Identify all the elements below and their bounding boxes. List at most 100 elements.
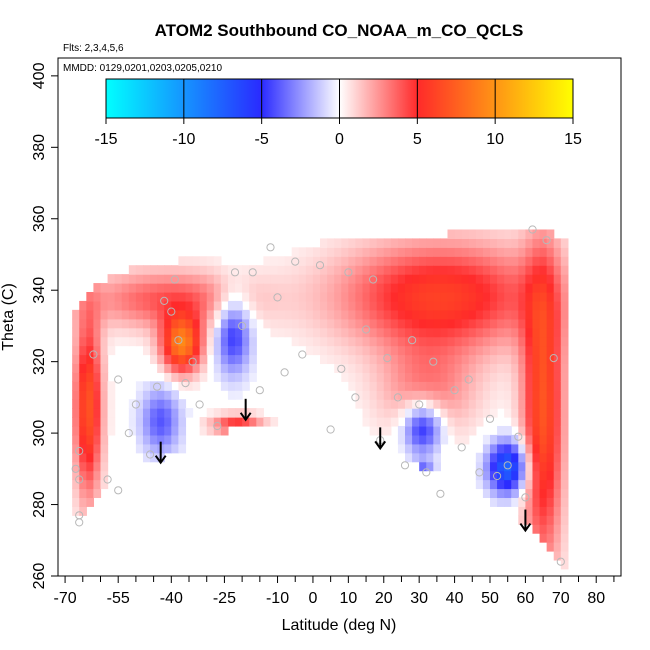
heatmap-cell	[213, 291, 222, 302]
heatmap-cell	[369, 300, 378, 311]
heatmap-cell	[461, 291, 470, 302]
heatmap-cell	[426, 345, 434, 356]
heatmap-cell	[348, 256, 357, 266]
heatmap-cell	[426, 372, 434, 382]
heatmap-cell	[362, 345, 371, 356]
heatmap-cell	[312, 336, 321, 347]
heatmap-cell	[355, 265, 364, 275]
heatmap-cell	[312, 274, 321, 284]
heatmap-cell	[178, 274, 187, 284]
heatmap-cell	[128, 327, 137, 338]
sample-point	[315, 261, 325, 270]
heatmap-cell	[185, 300, 194, 311]
heatmap-cell	[525, 452, 534, 463]
heatmap-cell	[447, 318, 456, 329]
heatmap-cell	[539, 256, 548, 266]
heatmap-cell	[539, 488, 548, 499]
heatmap-cell	[312, 283, 321, 293]
heatmap-cell	[79, 417, 87, 427]
heatmap-cell	[405, 425, 413, 436]
heatmap-cell	[546, 497, 555, 507]
chart-title: ATOM2 Southbound CO_NOAA_m_CO_QCLS	[155, 21, 524, 40]
heatmap-cell	[150, 390, 158, 400]
heatmap-cell	[511, 470, 519, 481]
heatmap-cell	[79, 425, 87, 436]
heatmap-cell	[256, 300, 264, 311]
heatmap-cell	[504, 363, 512, 373]
sample-point	[528, 225, 537, 234]
heatmap-cell	[553, 265, 562, 275]
heatmap-cell	[419, 417, 427, 427]
heatmap-cell	[79, 399, 87, 409]
heatmap-cell	[150, 327, 158, 338]
heatmap-cell	[334, 291, 342, 302]
heatmap-cell	[525, 300, 534, 311]
heatmap-cell	[263, 256, 272, 266]
heatmap-cell	[291, 256, 300, 266]
heatmap-cell	[93, 363, 102, 373]
heatmap-cell	[93, 479, 102, 490]
heatmap-cell	[560, 363, 569, 373]
heatmap-cell	[227, 372, 236, 382]
heatmap-cell	[327, 345, 335, 356]
heatmap-cell	[341, 354, 349, 365]
heatmap-cell	[518, 283, 526, 293]
heatmap-cell	[270, 283, 279, 293]
heatmap-cell	[405, 300, 413, 311]
heatmap-cell	[157, 291, 165, 302]
down-arrow	[154, 441, 167, 465]
heatmap-cell	[518, 372, 526, 382]
heatmap-cell	[128, 318, 137, 329]
heatmap-cell	[475, 247, 484, 257]
heatmap-cell	[489, 345, 498, 356]
heatmap-cell	[320, 309, 328, 320]
heatmap-cell	[199, 363, 208, 373]
heatmap-cell	[504, 238, 512, 248]
heatmap-cell	[511, 291, 519, 302]
heatmap-cell	[178, 354, 187, 365]
heatmap-cell	[93, 283, 102, 293]
heatmap-cell	[121, 336, 130, 347]
heatmap-cell	[539, 336, 548, 347]
heatmap-cell	[433, 399, 442, 409]
heatmap-cell	[305, 256, 314, 266]
heatmap-cell	[475, 470, 484, 481]
heatmap-cell	[433, 354, 442, 365]
heatmap-cell	[518, 354, 526, 365]
heatmap-cell	[440, 354, 449, 365]
heatmap-cell	[206, 336, 215, 347]
heatmap-cell	[560, 265, 569, 275]
heatmap-cell	[86, 345, 95, 356]
heatmap-cell	[192, 291, 201, 302]
sample-point	[542, 236, 551, 245]
heatmap-cell	[334, 309, 342, 320]
heatmap-cell	[426, 265, 434, 275]
heatmap-cell	[86, 372, 95, 382]
heatmap-cell	[284, 300, 293, 311]
heatmap-cell	[220, 381, 229, 391]
plot-frame	[57, 57, 622, 577]
heatmap-cell	[277, 327, 286, 338]
heatmap-cell	[376, 354, 385, 365]
sample-point	[400, 461, 410, 470]
heatmap-cell	[447, 274, 456, 284]
heatmap-cell	[525, 363, 534, 373]
x-tick-label: 0	[308, 590, 317, 607]
heatmap-cell	[72, 318, 80, 329]
heatmap-cell	[504, 399, 512, 409]
heatmap-cell	[412, 417, 420, 427]
heatmap-cell	[440, 265, 449, 275]
heatmap-cell	[327, 256, 335, 266]
heatmap-cell	[220, 417, 229, 427]
heatmap-cell	[256, 408, 264, 418]
heatmap-cell	[93, 318, 102, 329]
heatmap-cell	[497, 327, 505, 338]
heatmap-cell	[532, 381, 541, 391]
heatmap-cell	[482, 274, 491, 284]
heatmap-cell	[383, 390, 392, 400]
heatmap-cell	[518, 443, 526, 454]
heatmap-cell	[213, 336, 222, 347]
heatmap-cell	[546, 327, 555, 338]
heatmap-cell	[419, 443, 427, 454]
heatmap-cell	[433, 461, 442, 472]
